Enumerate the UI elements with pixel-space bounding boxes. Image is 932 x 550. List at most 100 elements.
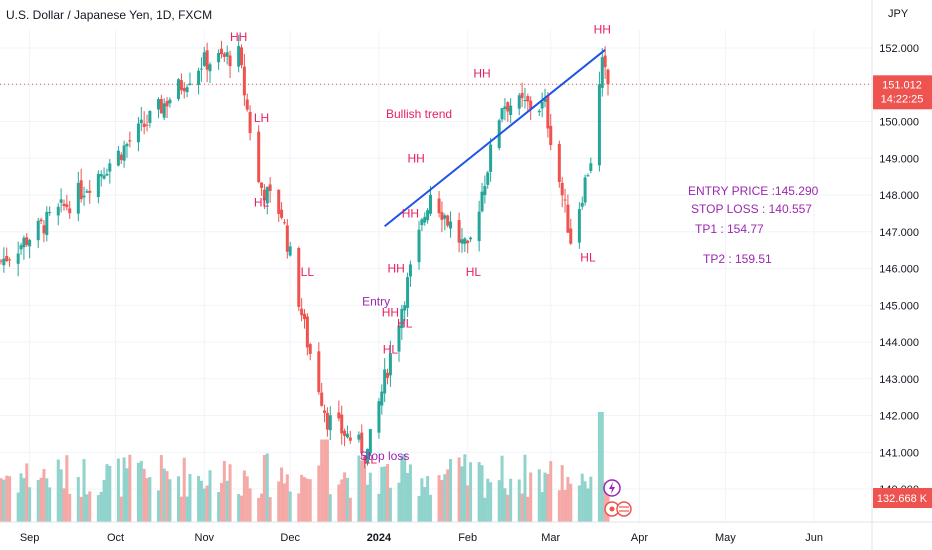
- volume-bar: [386, 464, 390, 522]
- candle-body: [277, 189, 281, 214]
- candle-body: [128, 140, 132, 142]
- candle-body: [88, 190, 92, 193]
- candle-body: [408, 264, 412, 277]
- volume-bar: [440, 479, 444, 522]
- volume-bar: [208, 470, 212, 522]
- candle-body: [62, 203, 66, 207]
- volume-bar: [526, 496, 530, 522]
- volume-bar: [340, 479, 344, 522]
- candle-body: [340, 414, 344, 434]
- volume-bar: [500, 455, 504, 522]
- candle-body: [202, 52, 206, 66]
- candle-body: [260, 182, 264, 188]
- candle-body: [222, 53, 226, 57]
- volume-bar: [240, 495, 244, 522]
- volume-bar: [302, 477, 307, 522]
- candle-body: [517, 95, 521, 109]
- volume-bar: [42, 469, 46, 522]
- candle-body: [139, 119, 143, 124]
- candle-body: [380, 391, 384, 406]
- candle-body: [489, 144, 493, 172]
- annotation-label: Stop loss: [360, 449, 409, 463]
- candle-body: [320, 392, 324, 406]
- volume-bar: [543, 472, 547, 522]
- y-tick-label: 150.000: [879, 117, 919, 129]
- candle-body: [188, 83, 192, 86]
- chart-title: U.S. Dollar / Japanese Yen, 1D, FXCM: [6, 8, 213, 22]
- volume-bar: [165, 471, 169, 522]
- candle-body: [400, 308, 404, 328]
- annotation-label: LL: [364, 453, 378, 467]
- volume-bar: [428, 494, 432, 522]
- volume-bar: [408, 464, 412, 522]
- volume-bar: [56, 459, 60, 522]
- candle-body: [543, 98, 547, 102]
- volume-bar: [22, 478, 26, 522]
- candle-body: [228, 55, 232, 67]
- candle-body: [337, 412, 341, 419]
- candle-body: [5, 255, 9, 262]
- volume-bar: [537, 469, 541, 522]
- candle-body: [486, 172, 490, 185]
- volume-bar: [397, 482, 401, 522]
- volume-bar: [368, 472, 372, 522]
- candle-body: [199, 68, 203, 70]
- volume-bar: [185, 496, 189, 522]
- candle-body: [22, 237, 26, 248]
- volume-bar: [285, 474, 289, 522]
- volume-bar: [280, 467, 284, 522]
- volume-badge-text: 132.668 K: [877, 493, 928, 505]
- volume-bar: [119, 496, 123, 522]
- volume-bar: [437, 475, 441, 522]
- volume-bar: [443, 474, 447, 522]
- tp1-note: TP1 : 154.77: [695, 222, 764, 236]
- volume-bar: [300, 474, 304, 522]
- price-scale-currency[interactable]: JPY: [888, 8, 909, 20]
- volume-bar: [248, 488, 252, 522]
- candle-body: [302, 313, 307, 320]
- candle-body: [549, 125, 553, 146]
- volume-bar: [225, 480, 229, 522]
- candle-body: [297, 248, 301, 307]
- x-tick-label: Sep: [20, 532, 40, 544]
- candle-body: [280, 209, 284, 218]
- volume-bar: [360, 460, 364, 522]
- volume-bar: [589, 476, 593, 522]
- x-tick-label: 2024: [367, 532, 392, 544]
- volume-bar: [0, 478, 3, 522]
- volume-bar: [323, 439, 327, 522]
- candle-body: [529, 100, 533, 110]
- volume-bar: [288, 491, 292, 522]
- volume-bar: [457, 457, 461, 522]
- candle-body: [300, 308, 304, 316]
- candle-body: [449, 221, 453, 229]
- candle-body: [457, 220, 461, 243]
- volume-bar: [317, 465, 321, 522]
- volume-bar: [357, 455, 361, 522]
- volume-bar: [460, 466, 464, 522]
- stop-loss-note: STOP LOSS : 140.557: [691, 202, 812, 216]
- volume-bar: [217, 492, 221, 522]
- candle-body: [377, 401, 381, 433]
- candle-body: [603, 55, 607, 68]
- volume-bar: [125, 468, 129, 522]
- volume-bar: [197, 475, 201, 522]
- volume-bar: [549, 461, 553, 522]
- volume-bar: [168, 479, 172, 522]
- x-tick-label: May: [715, 532, 736, 544]
- candle-body: [477, 211, 481, 242]
- candle-body: [125, 143, 129, 147]
- candle-body: [397, 325, 401, 352]
- volume-bar: [188, 473, 192, 522]
- candle-body: [165, 101, 169, 107]
- candle-body: [363, 456, 367, 459]
- volume-bar: [308, 479, 312, 522]
- volume-bar: [148, 477, 152, 522]
- volume-bar: [569, 483, 573, 522]
- candle-body: [580, 202, 584, 207]
- volume-bar: [36, 479, 40, 522]
- annotation-label: Bullish trend: [386, 107, 452, 121]
- candle-body: [179, 80, 183, 91]
